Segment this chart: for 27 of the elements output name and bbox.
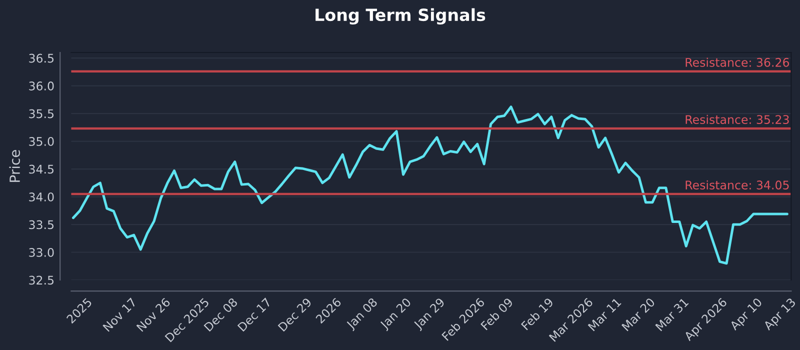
ref-line-label: Resistance: 34.05: [686, 180, 789, 190]
ref-line-label: Resistance: 35.23: [686, 114, 789, 124]
y-tick-label: 34.0: [29, 192, 54, 202]
x-tick-label: Mar 31: [655, 298, 689, 332]
x-tick-label: Nov 26: [136, 297, 171, 332]
x-tick-label: Mar 20: [621, 297, 656, 332]
y-tick-label: 35.0: [29, 137, 54, 146]
y-tick-label: 36.0: [29, 82, 54, 90]
x-tick-label: Dec 17: [237, 298, 272, 332]
y-tick-label: 35.5: [29, 109, 54, 118]
x-tick-label: Nov 17: [102, 298, 137, 332]
x-tick-label: Jan 08: [345, 297, 380, 332]
chart-title: Long Term Signals: [316, 8, 486, 24]
x-tick-label: Apr 10: [729, 297, 764, 332]
x-tick-label: Jan 29: [412, 297, 447, 332]
y-tick-label: 32.5: [29, 276, 54, 285]
x-tick-label: Apr 13: [762, 297, 798, 332]
x-tick-label: Feb 19: [520, 297, 554, 330]
x-tick-label: Jan 20: [379, 297, 414, 332]
x-tick-label: Dec 29: [278, 297, 312, 332]
y-tick-label: 34.5: [29, 164, 54, 174]
y-axis-title: Price: [9, 150, 20, 182]
ref-line-label: Resistance: 36.26: [686, 58, 790, 67]
y-tick-label: 33.5: [29, 220, 54, 230]
line-series: [72, 106, 788, 265]
y-tick-label: 36.5: [29, 54, 54, 63]
y-tick-label: 33.0: [29, 248, 54, 257]
